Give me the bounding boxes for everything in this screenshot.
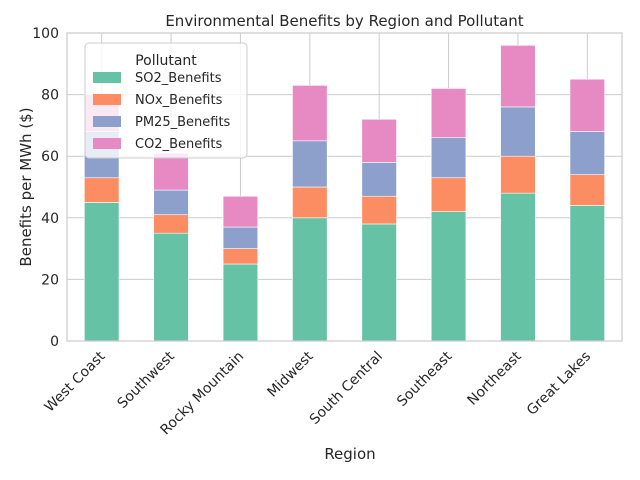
bar-segment-co2-benefits (153, 152, 189, 191)
bar-segment-co2-benefits (222, 195, 259, 228)
legend-box (84, 42, 248, 159)
bar-segment-so2-benefits (361, 223, 397, 342)
legend-items: SO2_Benefits NOx_Benefits PM25_Benefits CO2… (93, 71, 231, 152)
bar-segment-co2-benefits (361, 118, 397, 163)
bar-segment-pm25-benefits (430, 137, 467, 179)
bar-segment-so2-benefits (292, 217, 328, 342)
legend-swatch (93, 138, 121, 149)
legend-swatch (93, 72, 121, 83)
bar-segment-pm25-benefits (361, 162, 397, 197)
bar-segment-nox-benefits (569, 174, 605, 206)
x-axis-label: Region (324, 445, 375, 463)
bar-segment-co2-benefits (569, 78, 605, 132)
x-tick-label: Southeast (394, 348, 456, 410)
bar-segment-pm25-benefits (222, 226, 259, 249)
legend-swatch (93, 94, 121, 105)
bar-segment-so2-benefits (222, 263, 259, 342)
bar-segment-nox-benefits (361, 195, 397, 225)
y-tick-label: 100 (32, 26, 59, 42)
legend: Pollutant SO2_Benefits NOx_Benefits PM25_B… (84, 42, 248, 159)
y-tick-labels: 0 20 40 60 80 100 (32, 26, 59, 350)
bar-segment-co2-benefits (500, 45, 536, 108)
bar-segment-pm25-benefits (153, 189, 189, 216)
bar-segment-so2-benefits (430, 211, 467, 342)
bar-segment-nox-benefits (500, 155, 536, 194)
bar-segment-pm25-benefits (569, 131, 605, 175)
y-tick-label: 40 (41, 211, 59, 227)
legend-label: SO2_Benefits (135, 71, 222, 86)
plot-frame (66, 32, 623, 342)
bar-segment-nox-benefits (84, 177, 120, 203)
x-tick-label: West Coast (42, 348, 109, 415)
bar-segment-nox-benefits (222, 248, 259, 265)
x-tick-label: Great Lakes (524, 349, 594, 419)
y-tick-label: 20 (41, 272, 59, 288)
x-tick-label: South Central (307, 349, 386, 428)
bar-segment-nox-benefits (430, 177, 467, 212)
y-tick-label: 60 (41, 149, 59, 165)
bar-segment-so2-benefits (500, 192, 536, 342)
bars-group (84, 45, 605, 342)
legend-label: CO2_Benefits (135, 137, 223, 152)
legend-swatch (93, 116, 121, 127)
x-tick-label: Midwest (265, 348, 317, 400)
bar-segment-nox-benefits (292, 186, 328, 219)
bar-segment-pm25-benefits (500, 106, 536, 157)
bar-segment-pm25-benefits (292, 140, 328, 188)
bar-segment-so2-benefits (84, 202, 120, 342)
bar-segment-co2-benefits (292, 85, 328, 142)
legend-label: NOx_Benefits (135, 93, 223, 108)
y-tick-label: 80 (41, 88, 59, 104)
x-tick-label: Northeast (465, 348, 526, 409)
y-axis-label: Benefits per MWh ($) (17, 107, 35, 266)
legend-title: Pollutant (135, 53, 197, 69)
chart-title: Environmental Benefits by Region and Pol… (165, 12, 523, 30)
bar-segment-so2-benefits (569, 205, 605, 342)
bar-segment-so2-benefits (153, 232, 189, 342)
x-tick-label: Southwest (115, 348, 179, 412)
bar-segment-nox-benefits (153, 214, 189, 234)
legend-label: PM25_Benefits (135, 115, 231, 130)
y-tick-label: 0 (50, 334, 59, 350)
bar-segment-co2-benefits (430, 88, 467, 139)
